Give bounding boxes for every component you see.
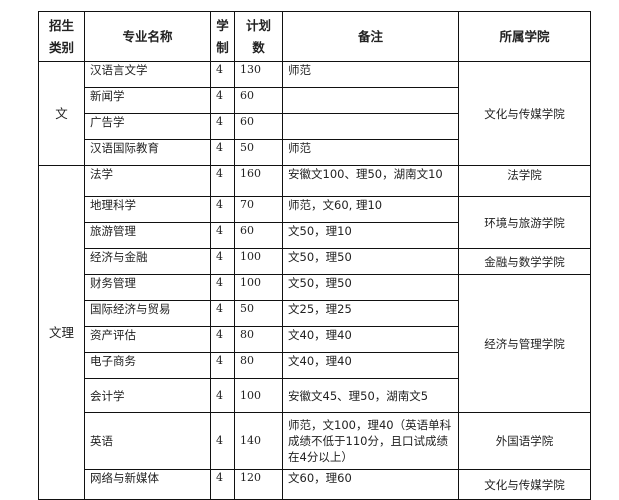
plan-cell: 80 (234, 352, 283, 379)
notes-cell: 安徽文45、理50，湖南文5 (282, 378, 459, 413)
major-cell: 法学 (84, 165, 211, 197)
table-row: 电子商务 4 80 文40，理40 (39, 352, 591, 379)
years-cell: 4 (210, 352, 235, 379)
table-row: 汉语国际教育 4 50 师范 (39, 139, 591, 166)
header-category: 招生类别 (38, 11, 85, 62)
plan-cell: 60 (234, 113, 283, 140)
table-row: 旅游管理 4 60 文50，理10 (39, 222, 591, 249)
major-cell: 新闻学 (84, 87, 211, 114)
years-cell: 4 (210, 378, 235, 413)
notes-cell: 文40，理40 (282, 326, 459, 353)
major-cell: 汉语言文学 (84, 61, 211, 88)
enrollment-plan-table: 招生类别 专业名称 学制 计划数 备注 所属学院 文汉语言文学 4 130 师范 文化与… (38, 11, 591, 500)
plan-cell: 130 (234, 61, 283, 88)
plan-cell: 70 (234, 196, 283, 223)
table-row: 资产评估 4 80 文40，理40 (39, 326, 591, 353)
major-cell: 资产评估 (84, 326, 211, 353)
notes-cell (282, 113, 459, 140)
major-cell: 经济与金融 (84, 248, 211, 275)
category-cell: 文理 (38, 165, 85, 500)
header-college: 所属学院 (458, 11, 591, 62)
college-cell: 经济与管理学院 (458, 274, 591, 413)
header-major: 专业名称 (84, 11, 211, 62)
notes-cell: 师范 (282, 61, 459, 88)
plan-cell: 160 (234, 165, 283, 197)
notes-cell: 文60，理60 (282, 469, 459, 500)
table-row: 文理 法学 4 160 安徽文100、理50，湖南文10 法学院 (38, 165, 591, 500)
plan-cell: 100 (234, 378, 283, 413)
college-cell: 金融与数学学院 (458, 248, 591, 275)
years-cell: 4 (210, 300, 235, 327)
header-row: 招生类别 专业名称 学制 计划数 备注 所属学院 (38, 11, 591, 62)
plan-cell: 80 (234, 326, 283, 353)
table-row: 地理科学 4 70 师范，文60, 理10 环境与旅游学院 (39, 196, 591, 249)
major-cell: 国际经济与贸易 (84, 300, 211, 327)
plan-cell: 100 (234, 248, 283, 275)
plan-cell: 50 (234, 300, 283, 327)
years-cell: 4 (210, 196, 235, 223)
years-cell: 4 (210, 248, 235, 275)
notes-cell: 师范，文60, 理10 (282, 196, 459, 223)
table-row: 财务管理 4 100 文50，理50 经济与管理学院 (39, 274, 591, 413)
major-cell: 汉语国际教育 (84, 139, 211, 166)
major-cell: 旅游管理 (84, 222, 211, 249)
category-cell: 文 (38, 61, 85, 166)
notes-cell: 文40，理40 (282, 352, 459, 379)
years-cell: 4 (210, 412, 235, 470)
years-cell: 4 (210, 222, 235, 249)
major-cell: 广告学 (84, 113, 211, 140)
notes-cell: 安徽文100、理50，湖南文10 (282, 165, 459, 197)
plan-cell: 60 (234, 87, 283, 114)
major-cell: 财务管理 (84, 274, 211, 301)
plan-cell: 120 (234, 469, 283, 500)
table-row: 经济与金融 4 100 文50，理50 金融与数学学院 (39, 248, 591, 275)
major-cell: 地理科学 (84, 196, 211, 223)
major-cell: 会计学 (84, 378, 211, 413)
table-row: 国际经济与贸易 4 50 文25，理25 (39, 300, 591, 327)
notes-cell: 文50，理50 (282, 248, 459, 275)
header-plan: 计划数 (234, 11, 283, 62)
notes-cell: 师范 (282, 139, 459, 166)
college-cell: 环境与旅游学院 (458, 196, 591, 249)
years-cell: 4 (210, 139, 235, 166)
years-cell: 4 (210, 165, 235, 197)
plan-cell: 50 (234, 139, 283, 166)
years-cell: 4 (210, 61, 235, 88)
notes-cell (282, 87, 459, 114)
major-cell: 电子商务 (84, 352, 211, 379)
table-row: 会计学 4 100 安徽文45、理50，湖南文5 (39, 378, 591, 413)
header-notes: 备注 (282, 11, 459, 62)
college-cell: 法学院 (458, 165, 591, 197)
major-cell: 网络与新媒体 (84, 469, 211, 500)
plan-cell: 60 (234, 222, 283, 249)
years-cell: 4 (210, 326, 235, 353)
notes-cell: 文50，理10 (282, 222, 459, 249)
plan-cell: 100 (234, 274, 283, 301)
college-cell: 外国语学院 (458, 412, 591, 470)
years-cell: 4 (210, 274, 235, 301)
table-row: 网络与新媒体 4 120 文60，理60 文化与传媒学院 (39, 469, 591, 500)
years-cell: 4 (210, 469, 235, 500)
table-row: 文汉语言文学 4 130 师范 文化与传媒学院 (38, 61, 591, 166)
years-cell: 4 (210, 113, 235, 140)
college-cell: 文化与传媒学院 (458, 469, 591, 500)
header-years: 学制 (210, 11, 235, 62)
notes-cell: 文50，理50 (282, 274, 459, 301)
notes-cell: 文25，理25 (282, 300, 459, 327)
notes-cell: 师范，文100，理40（英语单科成绩不低于110分，且口试成绩在4分以上） (282, 412, 459, 470)
years-cell: 4 (210, 87, 235, 114)
table-row: 英语 4 140 师范，文100，理40（英语单科成绩不低于110分，且口试成绩在4分… (39, 412, 591, 470)
major-cell: 英语 (84, 412, 211, 470)
enrollment-plan-table-container: 招生类别 专业名称 学制 计划数 备注 所属学院 文汉语言文学 4 130 师范 文化与… (38, 11, 591, 500)
college-cell: 文化与传媒学院 (458, 61, 591, 166)
plan-cell: 140 (234, 412, 283, 470)
